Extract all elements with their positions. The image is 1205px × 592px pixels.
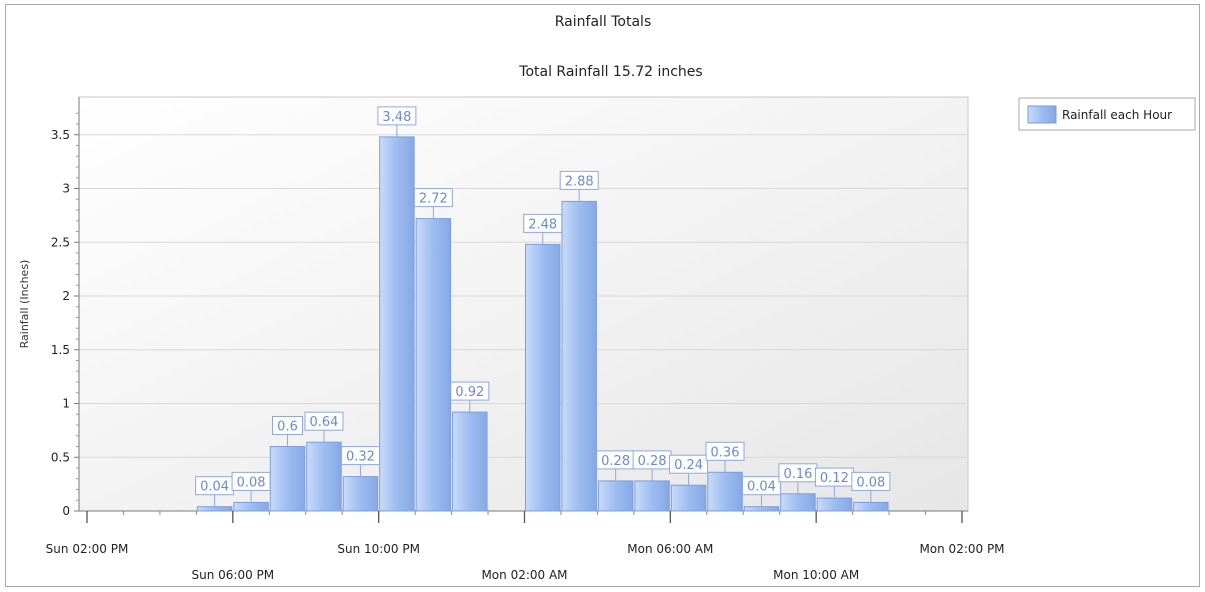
data-label: 0.12	[820, 471, 849, 486]
data-label-box	[851, 471, 891, 491]
data-label: 3.48	[382, 110, 411, 125]
x-tick-label: Mon 10:00 AM	[773, 568, 859, 582]
bar	[561, 200, 597, 512]
data-label: 0.08	[237, 475, 266, 490]
x-tick-label: Sun 02:00 PM	[46, 542, 129, 556]
bar	[743, 506, 780, 512]
bar	[452, 411, 488, 512]
data-label: 0.28	[638, 454, 667, 469]
data-label-box	[340, 446, 380, 466]
data-label: 2.48	[528, 217, 557, 232]
chart-title: Rainfall Totals	[555, 14, 652, 30]
y-tick-label: 0	[62, 504, 70, 518]
y-tick-label: 1	[62, 397, 70, 411]
data-label: 0.24	[674, 458, 703, 473]
data-label: 2.72	[419, 192, 448, 207]
y-tick-label: 3	[62, 182, 70, 196]
bar	[525, 243, 561, 512]
data-label: 0.32	[346, 450, 375, 465]
bar	[816, 497, 853, 512]
bar	[707, 471, 743, 512]
bar	[269, 446, 306, 512]
chart-subtitle: Total Rainfall 15.72 inches	[518, 64, 702, 80]
data-labels: 0.04 0.08 0.6 0.64 0.32 3.48 2.72 0.92 2.48 2.88 0…	[195, 106, 891, 507]
bar	[597, 480, 634, 512]
data-label-box	[559, 170, 599, 190]
legend-swatch	[1027, 105, 1057, 124]
y-tick-label: 0.5	[51, 450, 70, 464]
data-label: 0.16	[783, 467, 812, 482]
y-axis-title: Rainfall (Inches)	[18, 260, 31, 349]
data-label-box	[413, 188, 453, 208]
bar	[196, 506, 233, 512]
y-axis: 0 0.5 1 1.5 2 2.5 3 3.5	[51, 97, 80, 518]
x-tick-label: Mon 02:00 PM	[919, 542, 1004, 556]
legend: Rainfall each Hour	[1018, 97, 1196, 131]
data-label: 0.92	[455, 385, 484, 400]
y-tick-label: 1.5	[51, 343, 70, 357]
bar	[634, 480, 670, 512]
data-label-box	[272, 416, 304, 435]
data-label: 0.08	[856, 475, 885, 490]
x-axis: Sun 02:00 PM Sun 06:00 PM Sun 10:00 PM Mon …	[46, 510, 1005, 582]
bar	[233, 501, 269, 512]
y-tick-label: 3.5	[51, 128, 70, 142]
grid-lines	[79, 134, 968, 458]
data-label-box	[304, 411, 344, 431]
data-label: 2.88	[565, 174, 594, 189]
bar	[306, 441, 342, 512]
data-label: 0.04	[200, 480, 229, 495]
data-label-box	[741, 476, 781, 496]
data-label: 0.28	[601, 454, 630, 469]
data-label-box	[705, 441, 745, 461]
data-label: 0.64	[310, 415, 339, 430]
x-tick-label: Mon 02:00 AM	[481, 568, 567, 582]
legend-label: Rainfall each Hour	[1062, 108, 1172, 122]
x-tick-label: Sun 10:00 PM	[337, 542, 420, 556]
data-label-box	[669, 454, 709, 474]
data-label-box	[523, 213, 563, 233]
bar	[670, 484, 707, 512]
data-label-box	[231, 471, 271, 491]
bar	[342, 476, 379, 512]
x-tick-label: Sun 06:00 PM	[192, 568, 275, 582]
bar	[379, 136, 415, 512]
data-label: 0.04	[747, 480, 776, 495]
data-label-box	[377, 106, 417, 126]
bar	[853, 501, 889, 512]
x-tick-label: Mon 06:00 AM	[627, 542, 713, 556]
plot-area	[78, 96, 969, 512]
y-tick-label: 2.5	[51, 235, 70, 249]
y-tick-label: 2	[62, 289, 70, 303]
data-label: 0.36	[711, 445, 740, 460]
bar	[780, 493, 816, 512]
bar	[415, 218, 452, 512]
data-label: 0.6	[277, 420, 298, 435]
data-label-box	[450, 381, 490, 401]
